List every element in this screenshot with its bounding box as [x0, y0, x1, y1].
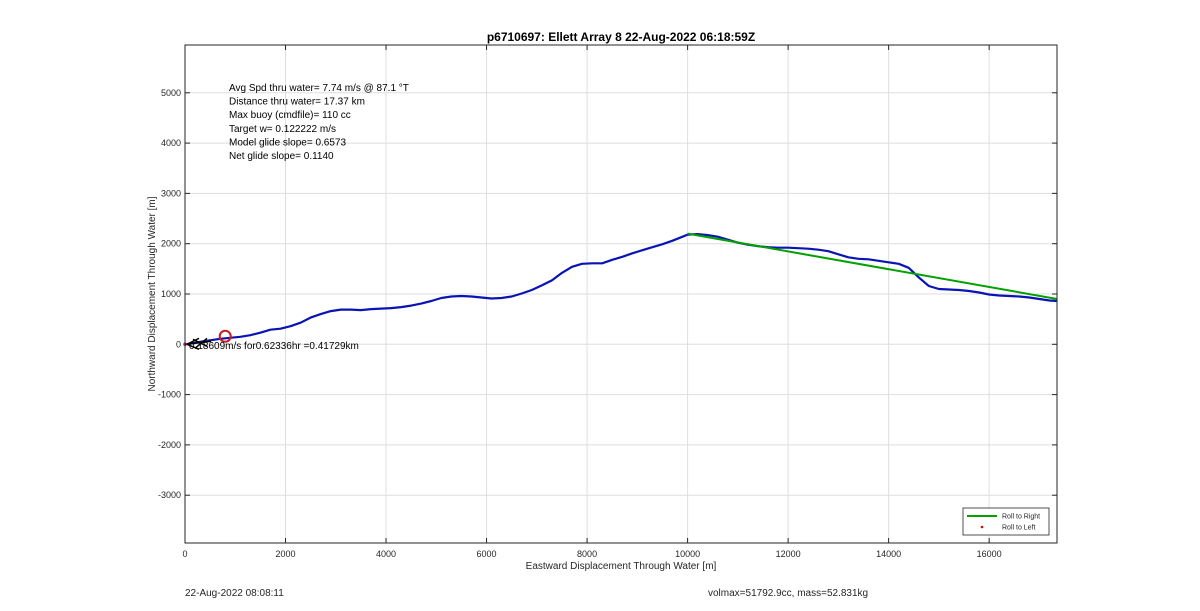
roll-to-right-line: [687, 232, 1058, 300]
x-tick-label: 8000: [577, 549, 597, 559]
y-tick-label: -2000: [158, 440, 181, 450]
x-tick-label: 2000: [276, 549, 296, 559]
y-tick-label: 3000: [161, 188, 181, 198]
stats-line: Target w= 0.122222 m/s: [229, 124, 336, 135]
annotations: Avg Spd thru water= 7.74 m/s @ 87.1 °T Di…: [186, 83, 409, 352]
chart-title: p6710697: Ellett Array 8 22-Aug-2022 06:…: [487, 30, 755, 44]
legend-label: Roll to Left: [1002, 525, 1036, 532]
x-tick-label: 16000: [977, 549, 1002, 559]
current-label: 0.18609m/s for0.62336hr =0.41729km: [189, 341, 359, 352]
track-line: [184, 233, 1058, 346]
legend-label: Roll to Right: [1002, 514, 1040, 521]
legend: Roll to Right Roll to Left: [962, 507, 1050, 536]
y-tick-label: 2000: [161, 239, 181, 249]
y-tick-label: -1000: [158, 390, 181, 400]
x-tick-label: 12000: [776, 549, 801, 559]
x-tick-label: 4000: [376, 549, 396, 559]
stats-line: Avg Spd thru water= 7.74 m/s @ 87.1 °T: [229, 83, 409, 94]
legend-box: [962, 507, 1050, 536]
x-tick-label: 0: [182, 549, 187, 559]
x-tick-label: 14000: [876, 549, 901, 559]
y-tick-label: 4000: [161, 138, 181, 148]
grid-lines: [184, 45, 1057, 543]
y-axis-label: Northward Displacement Through Water [m]: [147, 196, 158, 391]
x-tick-label: 10000: [675, 549, 700, 559]
x-axis-label: Eastward Displacement Through Water [m]: [526, 561, 717, 572]
y-tick-label: 5000: [161, 88, 181, 98]
surface-position-circle: [218, 329, 232, 343]
plot-area: [183, 232, 1058, 347]
stats-line: Net glide slope= 0.1140: [229, 151, 334, 162]
footer-volmax-mass: volmax=51792.9cc, mass=52.831kg: [708, 588, 869, 599]
y-tick-label: 1000: [161, 289, 181, 299]
y-tick-label: -3000: [158, 490, 181, 500]
legend-swatch-dot: [980, 525, 984, 529]
stats-line: Distance thru water= 17.37 km: [229, 97, 365, 108]
stats-line: Max buoy (cmdfile)= 110 cc: [229, 110, 351, 121]
stats-line: Model glide slope= 0.6573: [229, 137, 346, 148]
axis-ticks: 0 2000 4000 6000 8000 10000 12000 14000 16000-30…: [158, 45, 1057, 559]
current-arrow-head: [186, 337, 208, 350]
x-tick-label: 6000: [477, 549, 497, 559]
footer-timestamp: 22-Aug-2022 08:08:11: [185, 588, 284, 599]
y-tick-label: 0: [176, 339, 181, 349]
